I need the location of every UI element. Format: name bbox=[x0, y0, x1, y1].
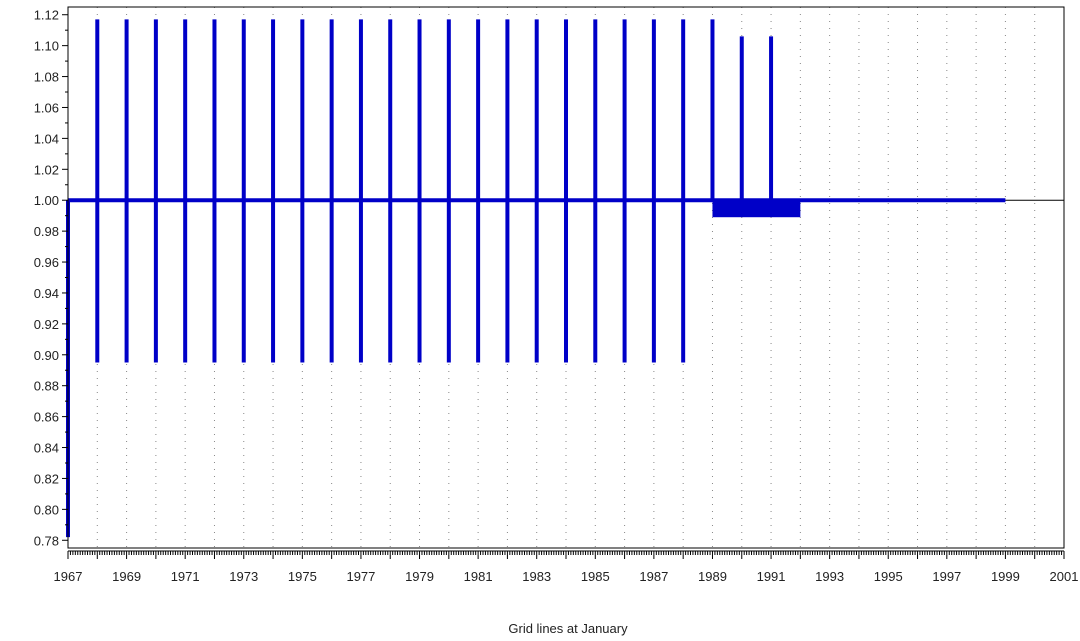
x-tick-label-1971: 1971 bbox=[171, 569, 200, 584]
y-tick-label-1.02: 1.02 bbox=[34, 162, 59, 177]
y-tick-label-0.98: 0.98 bbox=[34, 224, 59, 239]
block-1989-1992 bbox=[712, 200, 801, 218]
y-tick-label-1.12: 1.12 bbox=[34, 8, 59, 23]
y-tick-label-0.84: 0.84 bbox=[34, 441, 59, 456]
x-tick-label-1977: 1977 bbox=[346, 569, 375, 584]
y-tick-label-0.80: 0.80 bbox=[34, 502, 59, 517]
x-tick-label-2001: 2001 bbox=[1050, 569, 1079, 584]
x-tick-label-1967: 1967 bbox=[54, 569, 83, 584]
x-tick-label-1975: 1975 bbox=[288, 569, 317, 584]
x-tick-label-1995: 1995 bbox=[874, 569, 903, 584]
y-tick-label-0.94: 0.94 bbox=[34, 286, 59, 301]
x-tick-label-1999: 1999 bbox=[991, 569, 1020, 584]
y-tick-label-0.78: 0.78 bbox=[34, 533, 59, 548]
y-tick-label-0.86: 0.86 bbox=[34, 410, 59, 425]
x-tick-label-1973: 1973 bbox=[229, 569, 258, 584]
y-tick-label-1.00: 1.00 bbox=[34, 193, 59, 208]
y-tick-label-0.82: 0.82 bbox=[34, 471, 59, 486]
x-tick-label-1989: 1989 bbox=[698, 569, 727, 584]
x-tick-label-1983: 1983 bbox=[522, 569, 551, 584]
x-tick-label-1979: 1979 bbox=[405, 569, 434, 584]
x-tick-label-1997: 1997 bbox=[932, 569, 961, 584]
y-tick-label-1.04: 1.04 bbox=[34, 131, 59, 146]
y-tick-label-0.96: 0.96 bbox=[34, 255, 59, 270]
x-tick-label-1987: 1987 bbox=[639, 569, 668, 584]
y-tick-label-0.88: 0.88 bbox=[34, 379, 59, 394]
axis-layer: 1967 1969 1971 1973 1975 1977 1979 1981 1983 1985… bbox=[34, 6, 1079, 584]
x-tick-label-1991: 1991 bbox=[757, 569, 786, 584]
y-tick-label-0.90: 0.90 bbox=[34, 348, 59, 363]
y-tick-label-0.92: 0.92 bbox=[34, 317, 59, 332]
x-tick-label-1969: 1969 bbox=[112, 569, 141, 584]
x-tick-label-1981: 1981 bbox=[464, 569, 493, 584]
y-tick-label-1.10: 1.10 bbox=[34, 39, 59, 54]
data-layer bbox=[66, 19, 1064, 538]
y-tick-label-1.06: 1.06 bbox=[34, 100, 59, 115]
x-tick-label-1985: 1985 bbox=[581, 569, 610, 584]
x-tick-label-1993: 1993 bbox=[815, 569, 844, 584]
x-axis-title: Grid lines at January bbox=[508, 621, 628, 636]
y-tick-label-1.08: 1.08 bbox=[34, 70, 59, 85]
